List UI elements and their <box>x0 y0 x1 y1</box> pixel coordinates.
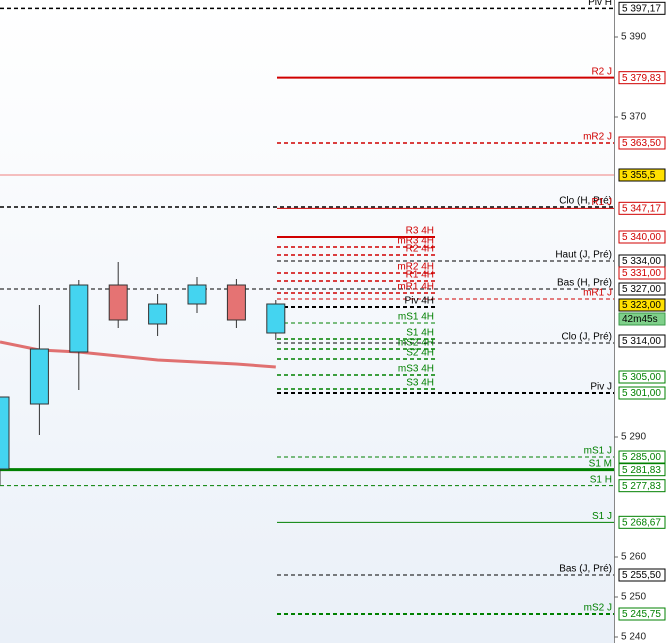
price-box <box>618 479 666 493</box>
price-box-label: 5 268,67 <box>622 517 661 528</box>
level-label: S1 H <box>590 474 612 485</box>
candle-body <box>29 348 49 405</box>
level-label: S1 J <box>592 511 612 522</box>
level-label: mR2 J <box>583 132 612 143</box>
level-label: Bas (J, Pré) <box>559 564 612 575</box>
candle-body <box>0 396 10 470</box>
price-box-label: 5 327,00 <box>622 284 661 295</box>
price-box-label: 5 355,5 <box>622 170 656 181</box>
level-label: S2 4H <box>406 348 434 359</box>
countdown: 42m45s <box>622 314 658 325</box>
level-label: S3 4H <box>406 378 434 389</box>
level-label: mS3 4H <box>398 364 434 375</box>
candle-body <box>108 284 128 321</box>
price-box-label: 5 277,83 <box>622 481 661 492</box>
price-box <box>618 136 666 150</box>
level-label: mR2 4H <box>397 262 434 273</box>
price-box <box>618 266 666 280</box>
level-label: mR3 4H <box>397 236 434 247</box>
price-box <box>618 515 666 529</box>
price-box-label: 5 323,00 <box>622 300 661 311</box>
level-label: S1 4H <box>406 328 434 339</box>
price-box-label: 5 340,00 <box>622 232 661 243</box>
price-box-label: 5 334,00 <box>622 256 661 267</box>
price-box <box>618 607 666 621</box>
countdown-box <box>618 312 666 326</box>
price-box <box>618 201 666 215</box>
price-box <box>618 568 666 582</box>
price-box-label: 5 285,00 <box>622 452 661 463</box>
price-box <box>618 370 666 384</box>
level-label: mS2 4H <box>398 338 434 349</box>
price-box-label: 5 281,83 <box>622 465 661 476</box>
plot-background <box>0 0 614 643</box>
candle-body <box>226 284 246 321</box>
level-label: R2 4H <box>406 244 434 255</box>
price-box-label: 5 301,00 <box>622 388 661 399</box>
price-box-label: 5 305,00 <box>622 372 661 383</box>
level-label: Piv J <box>590 382 612 393</box>
level-label: Clo (J, Pré) <box>561 332 612 343</box>
candle-body <box>148 303 168 325</box>
price-box <box>618 298 666 312</box>
y-tick-label: 5 260 <box>621 552 646 563</box>
level-label: Haut (J, Pré) <box>555 250 612 261</box>
level-label: R1 4H <box>406 270 434 281</box>
y-tick-label: 5 370 <box>621 112 646 123</box>
candle-body <box>266 303 286 334</box>
price-box <box>618 463 666 477</box>
level-label: mS1 4H <box>398 312 434 323</box>
level-label: mS2 J <box>584 603 612 614</box>
price-box <box>618 282 666 296</box>
level-label: mR1 4H <box>397 282 434 293</box>
candle-body <box>187 284 207 305</box>
price-box-label: 5 347,17 <box>622 203 661 214</box>
y-tick-label: 5 390 <box>621 32 646 43</box>
y-tick-label: 5 290 <box>621 432 646 443</box>
level-label: R2 J <box>591 66 612 77</box>
price-box-label: 5 379,83 <box>622 73 661 84</box>
price-box-label: 5 314,00 <box>622 336 661 347</box>
price-box-label: 5 255,50 <box>622 570 661 581</box>
level-label: Piv H <box>588 0 612 8</box>
level-label: Bas (H, Pré) <box>557 278 612 289</box>
level-label: Clo (H, Pré) <box>559 196 612 207</box>
price-box-label: 5 331,00 <box>622 268 661 279</box>
price-box <box>618 168 666 182</box>
level-label: S1 M <box>589 458 612 469</box>
price-box-label: 5 397,17 <box>622 3 661 14</box>
price-box <box>618 334 666 348</box>
price-box <box>618 1 666 15</box>
level-label: R1 J <box>591 197 612 208</box>
level-label: mR1 J <box>583 288 612 299</box>
candle-body <box>69 284 89 353</box>
price-box <box>618 71 666 85</box>
level-label: mS1 J <box>584 446 612 457</box>
price-box <box>618 386 666 400</box>
price-box <box>618 230 666 244</box>
price-box <box>618 450 666 464</box>
y-tick-label: 5 240 <box>621 632 646 643</box>
price-box-label: 5 245,75 <box>622 609 661 620</box>
level-label: R3 4H <box>406 226 434 237</box>
price-box-label: 5 363,50 <box>622 138 661 149</box>
level-label: Piv 4H <box>405 296 434 307</box>
y-tick-label: 5 250 <box>621 592 646 603</box>
price-axis: 5 390 5 370 5 290 5 260 5 250 5 240 5 397,17 5 … <box>614 1 666 643</box>
